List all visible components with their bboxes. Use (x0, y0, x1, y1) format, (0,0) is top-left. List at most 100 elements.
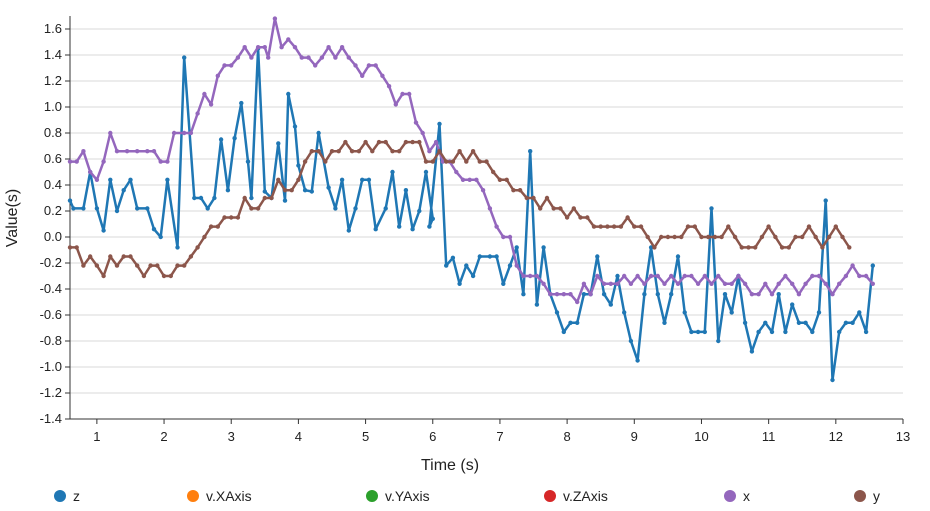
data-point-y (343, 139, 348, 145)
axes (69, 16, 903, 420)
series-line-y (70, 140, 851, 278)
data-point-x (823, 281, 828, 286)
data-point-y (759, 234, 765, 240)
y-tick-label: 0.4 (44, 177, 62, 192)
data-point-z (262, 189, 267, 194)
legend-item-z[interactable]: z (54, 488, 80, 504)
data-point-x (635, 273, 640, 279)
data-point-z (763, 320, 768, 325)
data-point-y (578, 215, 583, 220)
y-tick-label: 1.4 (44, 47, 62, 62)
data-point-x (299, 55, 304, 60)
data-point-x (440, 159, 445, 164)
y-tick-label: 0.8 (44, 125, 62, 140)
data-point-x (675, 281, 681, 286)
data-point-z (292, 124, 298, 129)
data-point-y (417, 139, 422, 145)
y-tick-label: -0.2 (40, 255, 62, 270)
series-line-z (68, 47, 875, 382)
data-point-y (558, 206, 563, 211)
data-point-y (833, 224, 838, 229)
y-tick-label: 0.2 (44, 203, 62, 218)
data-point-x (145, 149, 150, 154)
y-tick-label: -1.0 (40, 359, 62, 374)
legend-item-x[interactable]: x (724, 488, 750, 504)
y-tick-label: 0.0 (44, 229, 62, 244)
data-point-z (108, 177, 113, 182)
data-point-y (786, 245, 791, 250)
data-point-z (94, 206, 100, 211)
data-point-z (192, 195, 197, 201)
data-point-z (823, 198, 828, 203)
data-point-z (403, 188, 409, 193)
data-point-z (514, 245, 519, 250)
data-point-y (383, 139, 388, 145)
x-tick-label: 8 (563, 429, 570, 444)
data-point-y (800, 234, 805, 240)
data-point-x (494, 224, 499, 229)
legend-item-v.ZAxis[interactable]: v.ZAxis (544, 488, 608, 504)
data-point-z (709, 206, 714, 211)
y-axis-title: Value(s) (4, 189, 21, 247)
data-point-x (360, 73, 365, 79)
legend-marker (187, 490, 199, 502)
data-point-y (659, 234, 664, 240)
legend-marker (544, 490, 556, 502)
data-point-x (695, 281, 701, 286)
data-point-y (108, 254, 113, 259)
data-point-y (410, 139, 415, 145)
x-tick-label: 13 (896, 429, 910, 444)
data-point-z (830, 377, 835, 383)
data-point-y (121, 254, 126, 259)
data-point-x (568, 292, 573, 297)
data-point-y (175, 263, 180, 268)
data-point-x (870, 281, 875, 286)
data-point-x (88, 169, 93, 175)
data-point-z (128, 177, 133, 182)
data-point-x (863, 273, 869, 279)
data-point-z (796, 320, 802, 325)
data-point-z (568, 320, 573, 325)
data-point-x (319, 55, 325, 60)
data-point-z (655, 292, 660, 297)
data-point-x (796, 292, 802, 297)
data-point-z (309, 189, 314, 194)
data-point-y (101, 273, 106, 279)
data-point-z (286, 91, 291, 97)
data-point-y (564, 215, 570, 220)
data-point-y (215, 224, 220, 229)
data-point-z (857, 310, 862, 315)
data-point-z (470, 273, 476, 279)
data-point-x (837, 281, 842, 286)
legend-marker (724, 490, 736, 502)
legend-item-v.YAxis[interactable]: v.YAxis (366, 488, 430, 504)
data-point-z (316, 130, 321, 136)
data-point-z (427, 224, 432, 229)
legend-item-v.XAxis[interactable]: v.XAxis (187, 488, 252, 504)
data-point-x (188, 130, 194, 136)
data-point-x (601, 281, 607, 286)
data-point-y (652, 245, 657, 250)
grid-lines (70, 28, 903, 420)
data-point-y (397, 149, 402, 154)
data-point-z (722, 292, 728, 297)
data-point-y (336, 149, 341, 154)
data-point-x (182, 130, 187, 136)
data-point-z (245, 159, 251, 164)
data-point-y (161, 273, 167, 279)
data-point-y (706, 234, 711, 240)
data-point-y (793, 234, 798, 240)
data-point-z (716, 338, 721, 344)
y-tick-label: -1.4 (40, 411, 62, 426)
data-point-x (279, 45, 284, 50)
data-point-y (544, 195, 550, 201)
data-point-z (81, 206, 86, 211)
data-point-y (222, 215, 227, 220)
data-point-z (383, 206, 388, 211)
data-point-z (776, 292, 781, 297)
legend-item-y[interactable]: y (854, 488, 880, 504)
data-point-y (128, 254, 133, 259)
data-point-z (353, 206, 358, 211)
data-point-z (695, 329, 701, 335)
data-point-y (195, 245, 200, 250)
